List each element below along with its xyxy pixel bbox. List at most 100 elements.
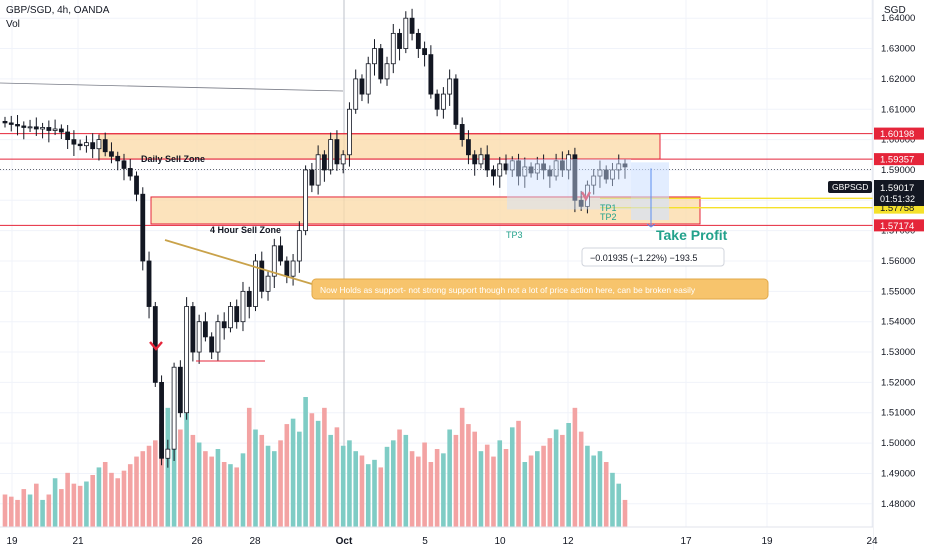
price-tick: 1.61000 — [881, 104, 915, 115]
volume-bar — [246, 407, 252, 527]
volume-bar — [535, 451, 540, 527]
volume-bar — [560, 434, 565, 527]
volume-bar — [2, 494, 8, 527]
candle — [603, 169, 609, 180]
volume-bar — [146, 445, 152, 527]
time-axis[interactable] — [0, 527, 873, 550]
candle — [159, 381, 164, 459]
candle — [315, 154, 321, 186]
volume-bar — [603, 462, 609, 527]
volume-bar — [359, 455, 365, 527]
candle — [472, 154, 478, 165]
candle — [321, 154, 327, 171]
position-box — [507, 159, 631, 210]
candle — [52, 128, 58, 131]
volume-bar — [347, 440, 352, 527]
volume-bar — [372, 459, 377, 527]
volume-bar — [522, 462, 528, 527]
measure-tooltip — [581, 247, 725, 267]
candle — [84, 142, 89, 147]
volume-bar — [171, 418, 177, 527]
candle — [209, 336, 215, 353]
time-tick: 28 — [249, 536, 261, 547]
candle — [271, 245, 277, 277]
volume-bar — [434, 449, 440, 527]
volume-bar — [209, 456, 214, 527]
candle — [171, 366, 177, 450]
candle — [96, 139, 102, 150]
candle — [372, 48, 377, 65]
candle — [290, 260, 296, 277]
annotation-note[interactable] — [311, 278, 769, 300]
candle — [334, 139, 340, 165]
time-tick: 19 — [6, 536, 18, 547]
candle — [278, 245, 283, 262]
candle — [365, 63, 371, 95]
trend-line — [0, 82, 344, 92]
volume-bar — [334, 427, 340, 527]
candle — [246, 290, 252, 307]
candle — [591, 175, 597, 186]
price-label-text: 1.59357 — [880, 155, 914, 166]
daily-sell-zone-label: Daily Sell Zone — [141, 154, 205, 164]
volume-bar — [127, 464, 133, 527]
candle — [234, 306, 240, 323]
price-tick: 1.48000 — [881, 499, 915, 510]
price-tick: 1.59000 — [881, 165, 915, 176]
volume-bar — [159, 424, 164, 527]
candle — [541, 163, 546, 171]
volume-bar — [616, 483, 622, 527]
volume-bar — [309, 413, 315, 527]
candle — [566, 154, 572, 171]
time-tick: 17 — [680, 536, 692, 547]
four-hour-sell-zone-label: 4 Hour Sell Zone — [210, 225, 281, 235]
price-tick: 1.63000 — [881, 44, 915, 55]
volume-bar — [453, 434, 459, 527]
volume-bar — [578, 431, 584, 527]
volume-bar — [447, 429, 452, 527]
volume-bar — [52, 478, 58, 527]
candle — [33, 126, 39, 130]
volume-bar — [503, 449, 509, 527]
volume-bar — [315, 420, 321, 527]
candle — [553, 160, 559, 177]
candle — [422, 48, 427, 56]
price-axis[interactable] — [873, 0, 932, 550]
volume-bar — [328, 434, 333, 527]
volume-bar — [365, 464, 371, 527]
volume-bar — [115, 478, 121, 527]
volume-bar — [547, 438, 553, 527]
candle — [516, 160, 521, 177]
volume-bar — [196, 442, 202, 527]
candle — [378, 48, 384, 80]
price-tick: 1.56000 — [881, 256, 915, 267]
volume-bar — [397, 429, 402, 527]
volume-bar — [271, 451, 277, 527]
candle — [559, 160, 565, 171]
symbol-badge-text: GBPSGD — [832, 182, 868, 192]
bar-countdown: 01:51:32 — [880, 194, 915, 204]
candle — [109, 151, 114, 157]
candle — [478, 154, 484, 165]
volume-bar — [253, 429, 258, 527]
time-tick: 24 — [866, 536, 878, 547]
tp2-label: TP2 — [600, 212, 617, 222]
candle — [440, 93, 446, 110]
annotation-text: Now Holds as support- not strong support… — [320, 285, 696, 295]
annotations — [0, 82, 873, 362]
volume-bar — [497, 440, 503, 527]
candle — [528, 166, 534, 174]
candle — [622, 163, 628, 168]
candle — [284, 260, 290, 277]
volume-bar — [610, 472, 615, 527]
volume-bar — [140, 451, 146, 527]
candle — [610, 169, 615, 180]
volume-bar — [90, 475, 95, 527]
candle — [597, 169, 603, 177]
candle — [428, 54, 434, 95]
volume-bar — [59, 489, 64, 527]
candle — [221, 321, 227, 329]
price-tick: 1.54000 — [881, 317, 915, 328]
candle — [616, 163, 622, 171]
